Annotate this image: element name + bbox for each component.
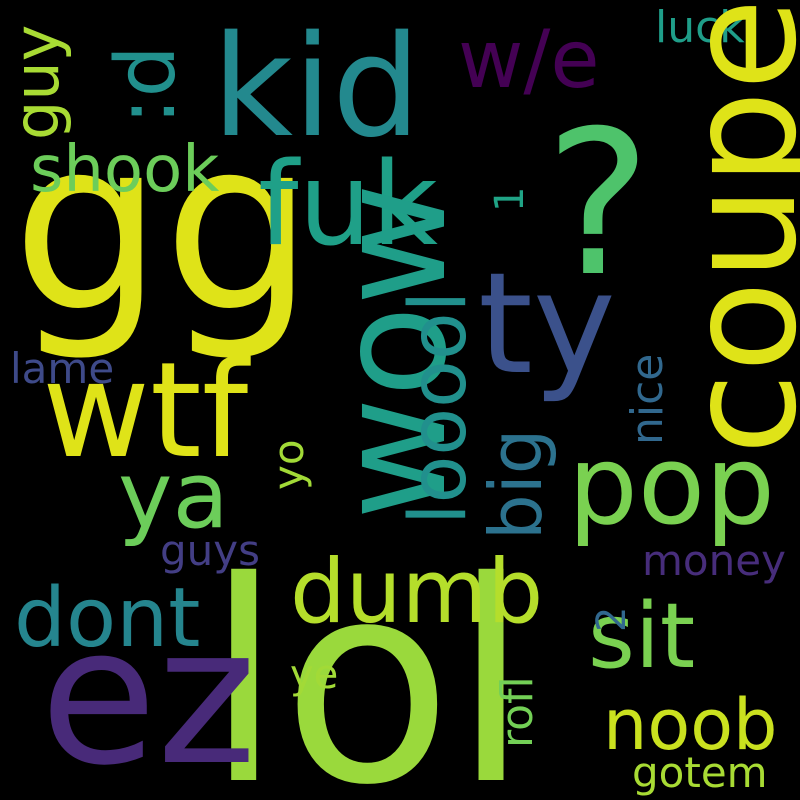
- word-fuk: fuk: [258, 138, 438, 272]
- word-sit: sit: [588, 584, 696, 689]
- word-big: big: [474, 428, 558, 540]
- word-wtf: wtf: [42, 334, 249, 488]
- word-guys: guys: [160, 526, 261, 575]
- word-shook: shook: [30, 133, 220, 207]
- word-luck: luck: [655, 2, 745, 53]
- word-guy: guy: [0, 24, 73, 140]
- word-d: :d: [99, 45, 194, 125]
- word-nice: nice: [622, 353, 673, 445]
- word-coupe: coupe: [656, 0, 800, 455]
- word-dont: dont: [14, 571, 201, 666]
- word-noob: noob: [603, 684, 778, 766]
- word-lol: lol: [205, 522, 530, 800]
- word-question: ?: [545, 88, 652, 321]
- word-ya: ya: [118, 442, 229, 549]
- word-yo: yo: [264, 439, 313, 490]
- word-pop: pop: [568, 421, 775, 549]
- word-money: money: [642, 536, 786, 585]
- word-gotem: gotem: [632, 748, 768, 797]
- word-kid: kid: [212, 6, 421, 169]
- word-dumb: dumb: [290, 540, 544, 643]
- word-gg: gg: [12, 88, 315, 365]
- word-ye: ye: [290, 652, 339, 698]
- word-we: w/e: [458, 13, 600, 106]
- word-one: 1: [487, 186, 533, 212]
- word-looool: looool: [394, 290, 484, 525]
- word-ez: ez: [40, 586, 257, 800]
- word-lame: lame: [10, 344, 115, 393]
- word-ty: ty: [478, 243, 616, 406]
- word-rofl: rofl: [492, 676, 543, 748]
- word-two: 2: [589, 606, 635, 632]
